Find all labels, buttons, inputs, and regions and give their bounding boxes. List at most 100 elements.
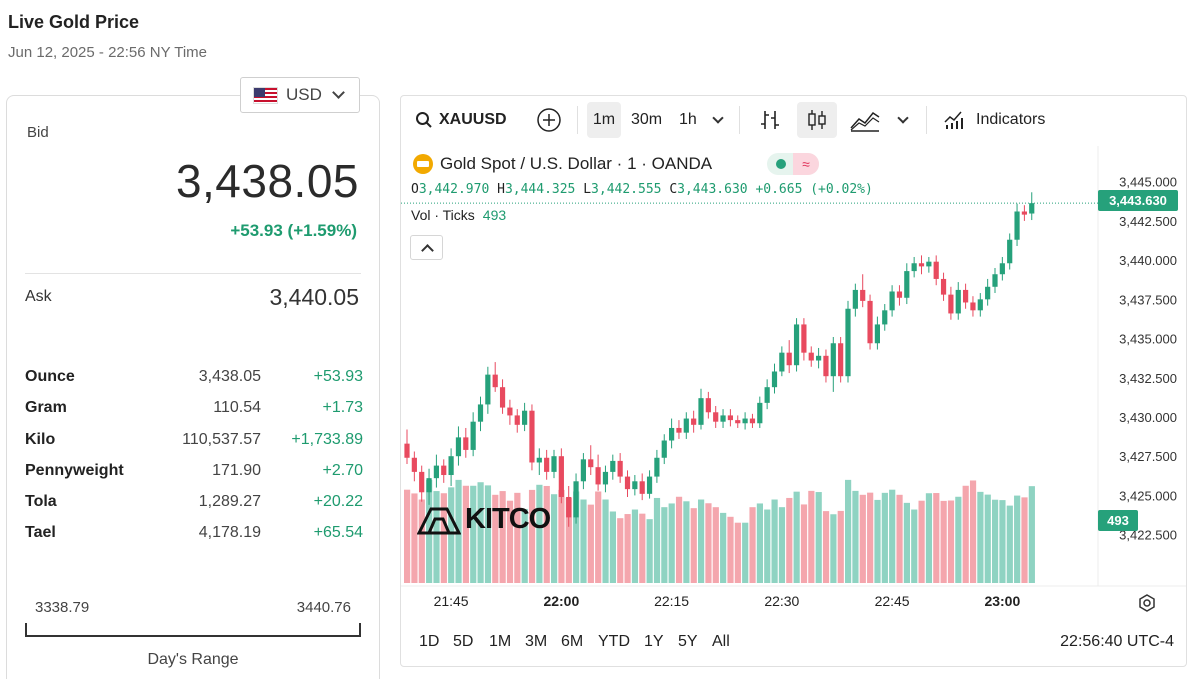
chart-settings-icon[interactable]	[1137, 593, 1157, 613]
candle-body	[661, 440, 667, 458]
chart-panel[interactable]: 3,445.000 3,442.500 3,440.000 3,437.500 3,43…	[400, 95, 1187, 667]
area-chart-icon	[850, 111, 880, 132]
y-tick-label: 3,422.500	[1119, 528, 1177, 543]
volume-bar	[653, 497, 661, 583]
candle-body	[764, 387, 770, 403]
candle-body	[970, 302, 976, 311]
range-1y[interactable]: 1Y	[644, 633, 664, 650]
divider	[25, 273, 361, 274]
volume-bar	[962, 485, 969, 583]
y-tick-label: 3,432.500	[1119, 371, 1177, 386]
candle-body	[911, 263, 917, 272]
volume-bar	[778, 507, 786, 583]
currency-select[interactable]: USD	[240, 77, 360, 113]
price-chart[interactable]: 3,445.000 3,442.500 3,440.000 3,437.500 3,43…	[401, 96, 1187, 667]
symbol-search[interactable]: XAUUSD	[415, 102, 507, 138]
volume-bar	[903, 502, 910, 583]
volume-bar	[947, 500, 955, 583]
volume-bar	[683, 501, 690, 583]
volume-bar	[727, 516, 734, 583]
weight-price: 171.90	[212, 461, 261, 479]
volume-bar	[440, 493, 447, 583]
weight-price: 4,178.19	[198, 524, 261, 542]
volume-bar	[698, 499, 705, 583]
market-status-pill[interactable]: ≈	[767, 153, 819, 175]
candle-body	[727, 415, 733, 421]
candle-body	[771, 371, 778, 388]
candle-body	[492, 374, 498, 388]
range-5y[interactable]: 5Y	[678, 633, 698, 650]
weight-change: +2.70	[322, 461, 363, 479]
candle-style-button[interactable]	[797, 102, 837, 138]
range-6m[interactable]: 6M	[561, 633, 584, 650]
market-open-dot-icon	[776, 159, 786, 169]
candle-body	[544, 457, 550, 472]
range-ytd[interactable]: YTD	[598, 633, 630, 650]
toolbar-separator	[926, 106, 927, 134]
candle-body	[595, 467, 601, 485]
candle-body	[419, 471, 425, 493]
y-tick-label: 3,445.000	[1119, 175, 1177, 190]
bar-style-button[interactable]	[758, 102, 782, 138]
volume-bar	[793, 491, 800, 583]
ask-value: 3,440.05	[269, 284, 359, 310]
indicators-button[interactable]: Indicators	[942, 102, 1045, 138]
volume-bar	[690, 508, 697, 583]
interval-30m[interactable]: 30m	[631, 111, 663, 128]
delayed-data-icon: ≈	[793, 153, 819, 175]
candle-body	[838, 343, 844, 377]
range-5d[interactable]: 5D	[453, 633, 474, 650]
y-tick-label: 3,435.000	[1119, 332, 1177, 347]
candle-body	[536, 457, 542, 463]
volume-bar	[609, 511, 616, 583]
candle-body	[808, 352, 814, 361]
indicators-label: Indicators	[976, 111, 1046, 128]
volume-bar	[771, 499, 778, 583]
weight-price: 110.54	[213, 399, 261, 417]
weight-change: +1,733.89	[291, 430, 363, 448]
y-tick-label: 3,427.500	[1119, 449, 1177, 464]
candle-body	[963, 289, 969, 303]
interval-1h[interactable]: 1h	[679, 111, 697, 128]
last-price-tag: 3,443.630	[1098, 190, 1178, 211]
candle-body	[874, 324, 880, 344]
candle-body	[522, 410, 528, 425]
volume-bar	[837, 510, 844, 583]
volume-bar	[1014, 495, 1021, 583]
candle-body	[580, 459, 586, 482]
candle-body	[691, 418, 697, 425]
last-volume-tag: 493	[1098, 510, 1138, 531]
volume-bar	[933, 493, 940, 583]
chart-type-dropdown[interactable]	[897, 102, 909, 138]
volume-bar	[867, 492, 874, 583]
volume-bar	[484, 485, 492, 583]
bid-value: 3,438.05	[175, 155, 359, 207]
volume-bar	[536, 484, 543, 583]
collapse-legend-button[interactable]	[410, 235, 443, 260]
change-value: +0.665 (+0.02%)	[755, 182, 873, 197]
compare-button[interactable]	[536, 102, 562, 138]
range-1m[interactable]: 1M	[489, 633, 512, 650]
range-all[interactable]: All	[712, 633, 730, 650]
candle-body	[845, 308, 851, 377]
high-label: H	[497, 182, 505, 197]
candle-body	[455, 437, 462, 457]
volume-bar	[477, 482, 484, 583]
y-tick-label: 3,437.500	[1119, 292, 1177, 307]
page-subtitle: Jun 12, 2025 - 22:56 NY Time	[8, 44, 208, 61]
area-style-button[interactable]	[849, 102, 881, 138]
weight-unit: Kilo	[25, 430, 56, 448]
weight-row-kilo: Kilo 110,537.57 +1,733.89	[25, 429, 363, 460]
day-range-high: 3440.76	[296, 599, 351, 616]
volume-bar	[756, 503, 763, 583]
volume-label: Vol · Ticks	[411, 207, 475, 223]
candle-body	[433, 465, 439, 479]
candle-body	[882, 310, 888, 325]
candle-body	[646, 476, 653, 494]
interval-dropdown[interactable]	[712, 102, 724, 138]
volume-bar	[830, 514, 837, 583]
interval-1m[interactable]: 1m	[587, 102, 621, 138]
range-1d[interactable]: 1D	[419, 633, 440, 650]
range-3m[interactable]: 3M	[525, 633, 548, 650]
candle-body	[896, 291, 903, 298]
